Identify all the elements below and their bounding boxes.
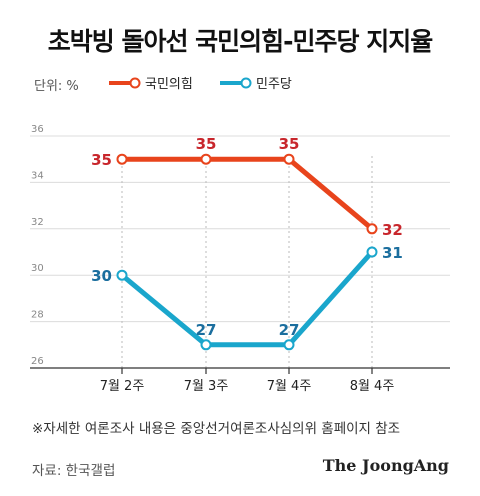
legend-item-ppp: 국민의힘 xyxy=(107,73,193,92)
y-tick-label: 34 xyxy=(31,170,44,181)
legend-item-dp: 민주당 xyxy=(218,73,292,92)
x-tick-label: 7월 4주 xyxy=(267,379,312,394)
line-chart: 26 28 30 32 34 36 7월 2주 7월 3주 7월 4주 8월 4주 35 35 35 32… xyxy=(30,124,450,394)
y-tick-label: 36 xyxy=(31,124,44,135)
legend-swatch-dp xyxy=(220,77,252,88)
footnote: ※자세한 여론조사 내용은 중앙선거여론조사심의위 홈페이지 참조 xyxy=(32,421,401,437)
data-label: 30 xyxy=(91,267,112,285)
unit-label: 단위: % xyxy=(34,79,79,94)
y-tick-label: 30 xyxy=(31,263,44,274)
data-point xyxy=(366,223,378,235)
source-label: 자료: 한국갤럽 xyxy=(32,463,116,479)
data-label: 35 xyxy=(279,135,300,153)
publisher-logo: The JoongAng xyxy=(322,456,449,475)
data-label: 35 xyxy=(91,151,112,169)
data-point xyxy=(200,339,212,351)
data-point xyxy=(283,153,295,165)
legend: 국민의힘 민주당 xyxy=(0,73,480,93)
data-point xyxy=(366,246,378,258)
x-tick-label: 7월 2주 xyxy=(100,379,145,394)
data-label: 27 xyxy=(196,321,217,339)
series-line-ppp xyxy=(122,156,374,231)
chart-title: 초박빙 돌아선 국민의힘-민주당 지지율 xyxy=(47,27,434,56)
legend-label-ppp: 국민의힘 xyxy=(145,77,193,92)
x-tick-label: 7월 3주 xyxy=(184,379,229,394)
data-point xyxy=(116,153,128,165)
x-tick-label: 8월 4주 xyxy=(350,379,395,394)
data-label: 31 xyxy=(382,244,403,262)
data-label: 27 xyxy=(279,321,300,339)
data-point xyxy=(283,339,295,351)
data-label: 35 xyxy=(196,135,217,153)
y-tick-label: 28 xyxy=(31,310,44,321)
data-label: 32 xyxy=(382,221,403,239)
data-point xyxy=(116,269,128,281)
y-tick-label: 32 xyxy=(31,217,44,228)
legend-label-dp: 민주당 xyxy=(256,77,292,92)
series-line-dp xyxy=(120,250,374,348)
data-point xyxy=(200,153,212,165)
y-tick-label: 26 xyxy=(31,356,44,367)
legend-swatch-ppp xyxy=(109,77,141,88)
